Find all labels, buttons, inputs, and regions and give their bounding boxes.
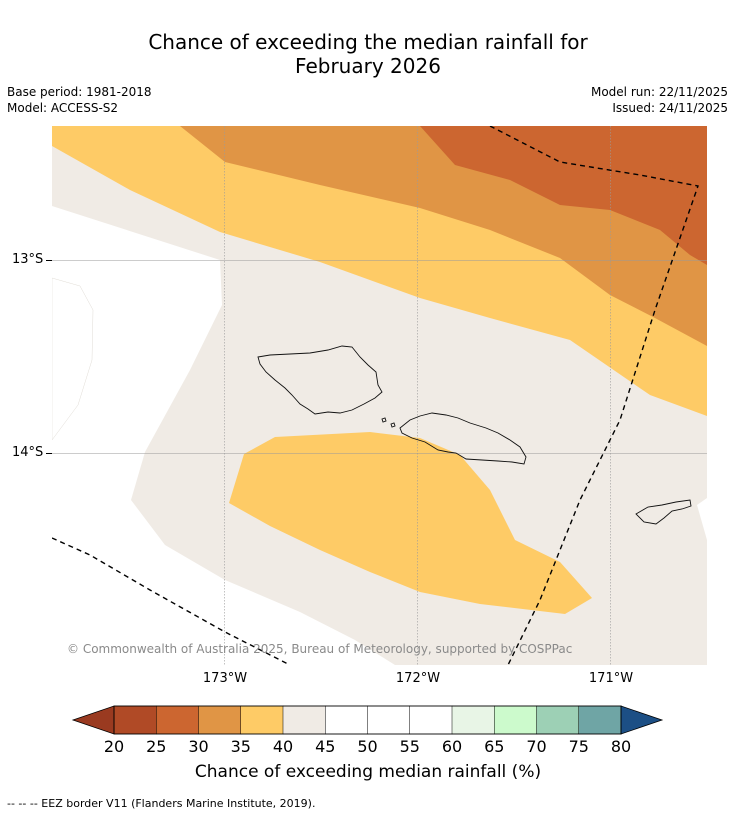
lat-label-13s: 13°S <box>12 252 44 267</box>
region-25-30 <box>420 126 707 265</box>
colorbar-bin-30-35 <box>198 705 242 735</box>
map-area <box>52 126 707 665</box>
colorbar-tick-40: 40 <box>272 737 294 756</box>
colorbar-bin-20-25 <box>113 705 157 735</box>
issued-date: Issued: 24/11/2025 <box>612 101 728 115</box>
colorbar-bin-45-50 <box>325 705 369 735</box>
region-45-55-west <box>52 206 395 665</box>
region-45-55-east <box>697 498 707 540</box>
colorbar-tick-30: 30 <box>188 737 209 756</box>
colorbar-tick-20: 20 <box>103 737 125 756</box>
eez-border <box>52 126 699 665</box>
colorbar-tick-45: 45 <box>315 737 336 756</box>
upolu-island <box>399 412 527 465</box>
model-name: Model: ACCESS-S2 <box>7 101 119 115</box>
eez-footnote: -- -- -- EEZ border V11 (Flanders Marine… <box>7 797 316 810</box>
lon-label-171w: 171°W <box>588 671 634 686</box>
colorbar-bin-40-45 <box>282 705 326 735</box>
base-period: Base period: 1981-2018 <box>7 85 152 99</box>
colorbar-label: Chance of exceeding median rainfall (%) <box>194 762 542 782</box>
colorbar-bin-75-80 <box>578 705 622 735</box>
colorbar-tick-50: 50 <box>357 737 378 756</box>
lat-label-14s: 14°S <box>12 445 44 460</box>
chart-title: Chance of exceeding the median rainfall … <box>0 30 736 78</box>
region-35-40-south <box>229 432 592 614</box>
colorbar-bin-60-65 <box>451 705 495 735</box>
colorbar-bin-70-75 <box>536 705 580 735</box>
colorbar-under-arrow <box>71 705 115 735</box>
copyright-notice: © Commonwealth of Australia 2025, Bureau… <box>67 642 573 656</box>
graticule-parallels <box>52 260 707 454</box>
meta-left: Base period: 1981-2018 Model: ACCESS-S2 <box>7 84 152 116</box>
title-line-1: Chance of exceeding the median rainfall … <box>148 30 588 54</box>
eez-border-southwest <box>52 537 291 665</box>
rainfall-map <box>46 126 707 665</box>
coastlines <box>257 345 692 525</box>
colorbar-tick-75: 75 <box>568 737 589 756</box>
colorbar-bin-50-55 <box>367 705 411 735</box>
colorbar-tick-35: 35 <box>230 737 251 756</box>
tutuila-island <box>635 499 692 525</box>
region-45-55-northwest <box>52 277 94 441</box>
lon-label-172w: 172°W <box>395 671 441 686</box>
apolima-islet <box>390 422 396 428</box>
colorbar-tick-55: 55 <box>399 737 420 756</box>
colorbar-bin-55-60 <box>409 705 453 735</box>
lon-label-173w: 173°W <box>202 671 248 686</box>
colorbar-tick-70: 70 <box>526 737 547 756</box>
colorbar-tick-80: 80 <box>610 737 632 756</box>
axis-ticks <box>46 260 52 454</box>
colorbar-bin-25-30 <box>156 705 200 735</box>
colorbar-bins <box>113 705 622 735</box>
colorbar-tick-65: 65 <box>484 737 505 756</box>
colorbar-bin-35-40 <box>240 705 284 735</box>
savaii-island <box>257 345 383 415</box>
manono-islet <box>381 417 387 423</box>
colorbar-bin-65-70 <box>494 705 538 735</box>
model-run: Model run: 22/11/2025 <box>590 85 728 99</box>
title-line-2: February 2026 <box>295 54 441 78</box>
colorbar <box>71 705 664 735</box>
colorbar-tick-60: 60 <box>441 737 463 756</box>
colorbar-tick-25: 25 <box>146 737 167 756</box>
colorbar-frame <box>113 705 622 735</box>
colorbar-over-arrow <box>620 705 664 735</box>
meta-right: Model run: 22/11/2025 Issued: 24/11/2025 <box>591 84 728 116</box>
